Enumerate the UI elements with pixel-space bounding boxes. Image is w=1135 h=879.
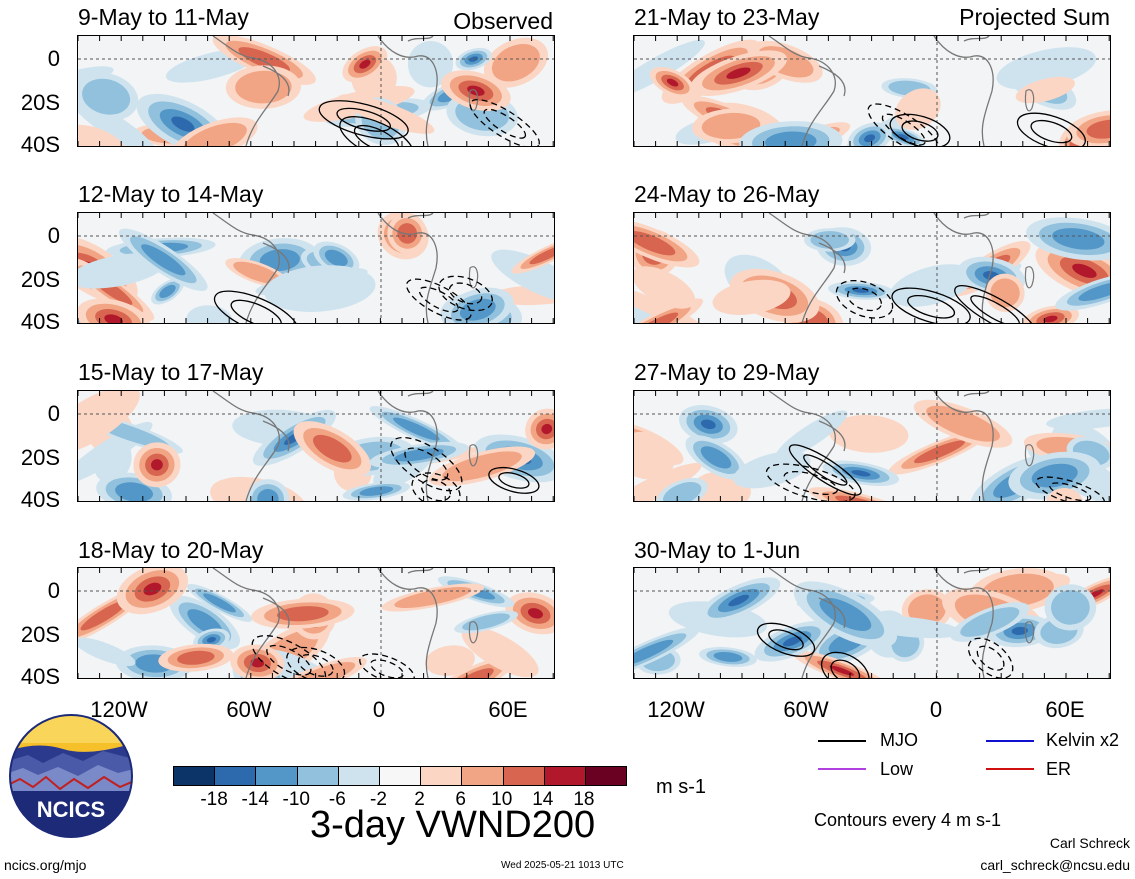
colorbar-tick: -18 <box>200 789 228 810</box>
colorbar-box <box>421 767 463 785</box>
colorbar-tick: 10 <box>491 789 513 810</box>
kelvin-swatch <box>986 740 1034 742</box>
panel-title: 21-May to 23-May <box>634 4 820 30</box>
colorbar-tick: 6 <box>455 789 466 810</box>
colorbar-box <box>338 767 380 785</box>
map-panel <box>633 212 1111 324</box>
lon-label: 60W <box>783 697 829 722</box>
map-panel <box>633 567 1111 679</box>
lat-label: 20S <box>20 267 60 292</box>
colorbar-tick: 18 <box>573 789 595 810</box>
lat-label: 0 <box>47 578 60 603</box>
low-swatch <box>818 768 866 770</box>
legend-er: ER <box>1046 759 1072 779</box>
panel-title: 30-May to 1-Jun <box>634 537 801 563</box>
map-panel <box>77 212 555 324</box>
lon-label: 120W <box>647 697 705 722</box>
lon-label: 60E <box>488 697 528 722</box>
ncics-logo: NCICS <box>8 713 134 839</box>
contours-note: Contours every 4 m s-1 <box>814 810 1002 830</box>
lon-label: 0 <box>929 697 943 722</box>
panel-title: 9-May to 11-May <box>78 4 249 30</box>
legend-kelvin: Kelvin x2 <box>1046 730 1120 750</box>
panel-title: 27-May to 29-May <box>634 359 820 385</box>
colorbar-box <box>585 767 627 785</box>
lon-label: 60W <box>226 697 272 722</box>
lat-label: 40S <box>20 487 60 512</box>
timestamp: Wed 2025-05-21 1013 UTC <box>501 860 624 871</box>
panel-title: 15-May to 17-May <box>78 359 264 385</box>
colorbar-box <box>297 767 339 785</box>
colorbar-tick: -6 <box>328 789 346 810</box>
map-panel <box>77 35 555 147</box>
lat-label: 40S <box>20 132 60 157</box>
map-panel <box>633 35 1111 147</box>
figure-title: 3-day VWND200 <box>310 804 596 846</box>
lat-label: 20S <box>20 90 60 115</box>
lat-label: 0 <box>47 223 60 248</box>
lat-label: 0 <box>47 401 60 426</box>
lon-label: 60E <box>1045 697 1085 722</box>
colorbar-box <box>215 767 257 785</box>
colorbar-box <box>544 767 586 785</box>
colorbar-tick: -14 <box>241 789 269 810</box>
lat-label: 20S <box>20 622 60 647</box>
colorbar-box <box>462 767 504 785</box>
legend-low: Low <box>880 759 914 779</box>
colorbar-tick: 2 <box>414 789 425 810</box>
mjo-swatch <box>818 740 866 742</box>
map-panel <box>633 390 1111 502</box>
colorbar-box <box>174 767 216 785</box>
lat-label: 40S <box>20 664 60 689</box>
colorbar-box <box>503 767 545 785</box>
er-swatch <box>986 768 1034 770</box>
panel-title: 12-May to 14-May <box>78 181 264 207</box>
map-panel <box>77 567 555 679</box>
panel-title: 24-May to 26-May <box>634 181 820 207</box>
colorbar-tick: -10 <box>282 789 310 810</box>
colorbar-units: m s-1 <box>656 776 706 798</box>
panel-tag: Projected Sum <box>959 4 1110 30</box>
site-link[interactable]: ncics.org/mjo <box>4 857 87 873</box>
lat-label: 0 <box>47 46 60 71</box>
lat-label: 40S <box>20 309 60 334</box>
email-link[interactable]: carl_schreck@ncsu.edu <box>980 857 1130 873</box>
colorbar-tick: -2 <box>370 789 387 810</box>
lon-label: 0 <box>372 697 386 722</box>
lat-label: 20S <box>20 445 60 470</box>
legend-mjo: MJO <box>880 730 918 750</box>
colorbar-tick: 14 <box>532 789 554 810</box>
map-panel <box>77 390 555 502</box>
author: Carl Schreck <box>1049 835 1130 851</box>
colorbar-box <box>256 767 298 785</box>
panel-tag: Observed <box>453 8 553 34</box>
colorbar-box <box>379 767 422 785</box>
panel-title: 18-May to 20-May <box>78 537 264 563</box>
logo-text: NCICS <box>37 797 105 822</box>
lon-label: 120W <box>90 697 148 722</box>
